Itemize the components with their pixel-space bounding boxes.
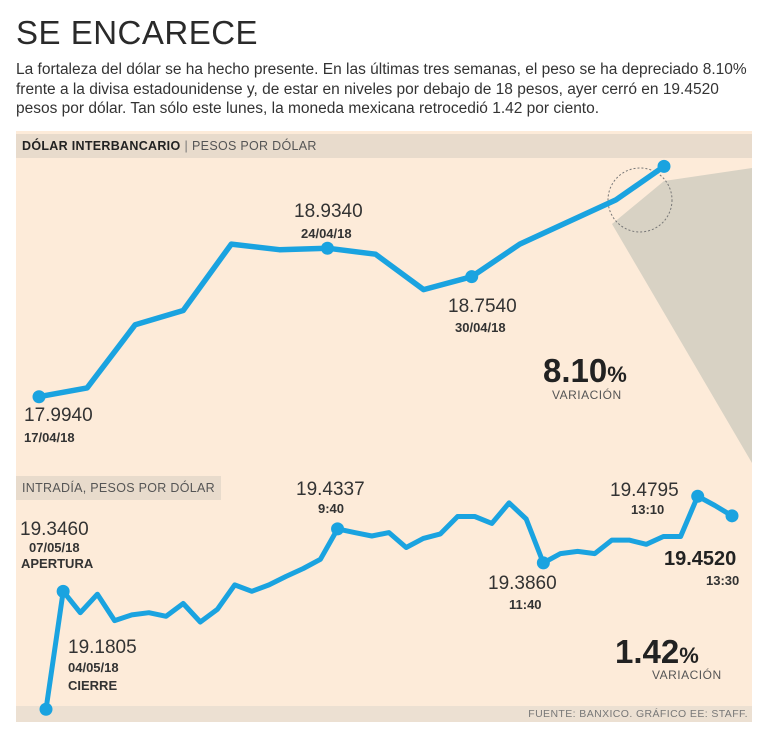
chart2-label-value-1310: 19.4795	[610, 480, 679, 501]
chart2-label-note-close: CIERRE	[68, 678, 117, 693]
chart2-label-date-open: 07/05/18	[29, 540, 80, 555]
zoom-circle	[607, 167, 673, 233]
chart2-point-1	[56, 584, 70, 598]
chart1-label-date-low: 30/04/18	[455, 320, 506, 335]
chart2-label-time-1140: 11:40	[509, 597, 542, 612]
chart1-point-2	[465, 270, 479, 284]
chart1-header-bold: DÓLAR INTERBANCARIO	[22, 139, 181, 153]
chart1-label-value-peak: 18.9340	[294, 201, 363, 222]
chart2-label-date-close: 04/05/18	[68, 660, 119, 675]
chart1-label-date-peak: 24/04/18	[301, 226, 352, 241]
chart2-label-value-1140: 19.3860	[488, 573, 557, 594]
intro-paragraph: La fortaleza del dólar se ha hecho prese…	[16, 61, 747, 117]
chart1-points	[32, 159, 671, 404]
chart1-label-date-start: 17/04/18	[24, 430, 75, 445]
chart-title: SE ENCARECE	[16, 14, 259, 51]
chart1-header-sub: PESOS POR DÓLAR	[192, 139, 317, 153]
chart2-variation-percent: %	[679, 643, 699, 668]
chart1-label-value-start: 17.9940	[24, 405, 93, 426]
chart2-variation-number: 1.42	[615, 633, 679, 670]
chart2-point-4	[691, 489, 705, 503]
chart1-variation-percent: %	[607, 362, 627, 387]
header-separator: |	[184, 139, 189, 153]
chart2-label-value-940: 19.4337	[296, 479, 365, 500]
chart2-point-2	[331, 522, 345, 536]
chart1-variation-number: 8.10	[543, 352, 607, 389]
chart2-label-time-940: 9:40	[318, 501, 344, 516]
chart1-variation: 8.10%	[543, 352, 627, 389]
chart2-header: INTRADÍA, PESOS POR DÓLAR	[16, 476, 221, 500]
chart1-header: DÓLAR INTERBANCARIO | PESOS POR DÓLAR	[16, 134, 752, 158]
chart1-point-last	[657, 159, 671, 173]
chart2-label-time-1330: 13:30	[706, 573, 739, 588]
chart2-label-time-1310: 13:10	[631, 502, 664, 517]
chart2-variation-label: VARIACIÓN	[652, 667, 722, 682]
chart1-label-value-low: 18.7540	[448, 296, 517, 317]
source-footer: FUENTE: BANXICO. GRÁFICO EE: STAFF.	[16, 706, 752, 722]
chart2-label-value-1330: 19.4520	[664, 548, 736, 570]
chart1-series-line	[36, 163, 667, 400]
chart1-point-0	[32, 390, 46, 404]
chart2-label-value-close: 19.1805	[68, 637, 137, 658]
chart2-point-3	[536, 556, 550, 570]
chart1-variation-label: VARIACIÓN	[552, 387, 622, 402]
chart1-point-1	[320, 241, 334, 255]
chart2-point-0	[39, 702, 53, 716]
zoom-wedge	[612, 168, 752, 463]
chart2-points	[39, 489, 739, 716]
chart2-label-note-open: APERTURA	[21, 556, 94, 571]
chart2-point-5	[725, 509, 739, 523]
chart2-series-line	[43, 493, 735, 712]
chart2-variation: 1.42%	[615, 633, 699, 670]
chart2-label-value-open: 19.3460	[20, 519, 89, 540]
